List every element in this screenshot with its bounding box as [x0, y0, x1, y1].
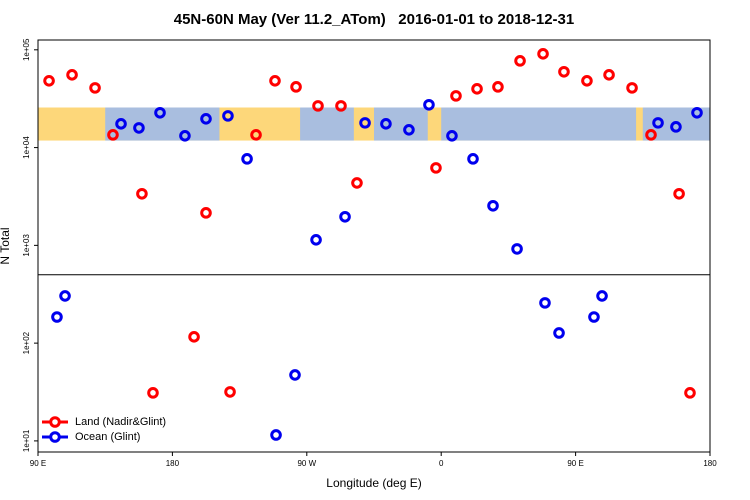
point	[446, 129, 458, 142]
point	[539, 297, 551, 309]
point	[43, 75, 55, 87]
map-ocean	[300, 107, 354, 141]
y-tick-label: 1e+04	[22, 136, 31, 159]
point	[136, 187, 148, 200]
point	[351, 177, 363, 189]
point	[691, 106, 703, 119]
plot-frame	[37, 39, 711, 453]
point	[115, 118, 127, 130]
point	[335, 100, 347, 112]
point	[289, 369, 301, 381]
point	[511, 243, 523, 255]
y-tick-label: 1e+02	[22, 331, 31, 354]
point	[51, 311, 63, 323]
legend-label: Land (Nadir&Glint)	[75, 416, 166, 428]
point	[310, 233, 322, 246]
x-tick-label: 180	[703, 459, 717, 468]
point	[553, 327, 565, 339]
point	[652, 117, 664, 129]
point	[423, 98, 435, 111]
point	[588, 311, 600, 323]
x-tick-label: 90 E	[30, 459, 46, 468]
point	[224, 386, 236, 398]
point	[270, 429, 282, 441]
map-ocean	[441, 107, 637, 141]
point	[492, 81, 504, 93]
point	[147, 387, 159, 399]
point	[380, 118, 392, 130]
x-axis-label: Longitude (deg E)	[326, 476, 421, 490]
point	[537, 48, 549, 60]
point	[359, 117, 371, 129]
point	[430, 162, 442, 174]
point	[312, 100, 324, 112]
point	[290, 81, 302, 93]
point	[596, 290, 608, 302]
point	[514, 55, 526, 67]
x-tick-label: 180	[166, 459, 180, 468]
point	[626, 82, 638, 94]
point	[269, 75, 281, 87]
point	[558, 65, 570, 78]
point	[59, 290, 71, 302]
point	[673, 187, 685, 200]
point	[645, 129, 657, 141]
point	[179, 129, 191, 142]
point	[603, 69, 615, 81]
x-tick-label: 0	[439, 459, 444, 468]
point	[467, 153, 479, 165]
point	[471, 83, 483, 95]
x-tick-label: 90 E	[567, 459, 583, 468]
point	[133, 122, 145, 134]
point	[200, 207, 212, 219]
point	[403, 124, 415, 136]
point	[450, 90, 462, 102]
legend-marker	[49, 431, 61, 443]
legend-marker	[49, 416, 61, 428]
point	[684, 387, 696, 399]
x-tick-label: 90 W	[297, 459, 316, 468]
y-axis-label: N Total	[0, 227, 12, 264]
point	[250, 129, 262, 141]
point	[89, 82, 101, 94]
point	[581, 75, 593, 87]
point	[200, 112, 212, 125]
y-tick-label: 1e+03	[22, 234, 31, 257]
legend-label: Ocean (Glint)	[75, 431, 140, 443]
point	[487, 199, 499, 212]
point	[222, 110, 234, 122]
point	[154, 106, 166, 119]
point	[241, 153, 253, 165]
point	[670, 121, 682, 133]
y-tick-label: 1e+05	[22, 38, 31, 61]
point	[66, 69, 78, 81]
map-ocean	[105, 107, 220, 141]
point	[107, 129, 119, 141]
y-tick-label: 1e+01	[22, 429, 31, 452]
chart-title: 45N-60N May (Ver 11.2_ATom) 2016-01-01 t…	[174, 11, 575, 28]
point	[339, 210, 351, 223]
point	[188, 331, 200, 343]
